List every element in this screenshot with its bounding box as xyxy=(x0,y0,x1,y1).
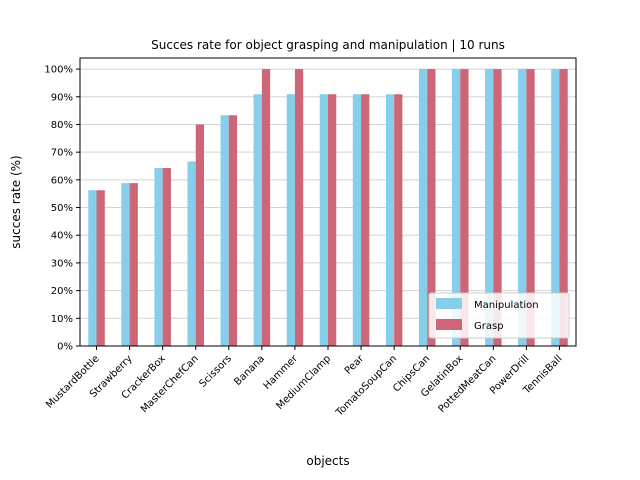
bar-grasp-tennisball xyxy=(559,69,568,347)
legend-swatch-grasp xyxy=(436,319,462,330)
bar-grasp-gelatinbox xyxy=(460,69,469,347)
bar-manipulation-chipscan xyxy=(418,69,428,347)
legend: Manipulation Grasp xyxy=(428,292,570,339)
bar-grasp-mediumclamp xyxy=(328,94,337,346)
bar-manipulation-pottedmeatcan xyxy=(485,69,494,347)
bar-grasp-scissors xyxy=(228,115,238,347)
x-tick-label: Scissors xyxy=(198,353,234,389)
x-tick-label: MasterChefCan xyxy=(139,353,201,415)
bar-manipulation-mustardbottle xyxy=(88,190,97,346)
bar-grasp-chipscan xyxy=(427,69,436,347)
y-tick-label: 20% xyxy=(51,286,73,297)
bar-manipulation-banana xyxy=(253,94,262,346)
y-axis: 0% 10% 20% 30% 40% 50% 60% 70% 80% 90% 100% xyxy=(44,65,80,353)
legend-label-grasp: Grasp xyxy=(474,321,504,332)
bar-manipulation-tomatosoupcan xyxy=(385,94,395,346)
bar-manipulation-powerdrill xyxy=(518,69,527,347)
x-tick-label: PottedMeatCan xyxy=(437,353,499,415)
legend-label-manipulation: Manipulation xyxy=(474,300,539,311)
bar-grasp-pear xyxy=(361,94,370,346)
y-tick-label: 50% xyxy=(51,203,73,214)
y-tick-label: 0% xyxy=(57,342,73,353)
bar-grasp-powerdrill xyxy=(526,69,535,347)
y-tick-label: 90% xyxy=(51,92,73,103)
legend-swatch-manipulation xyxy=(436,298,462,309)
bar-manipulation-gelatinbox xyxy=(452,69,461,347)
y-tick-label: 30% xyxy=(51,258,73,269)
chart-title: Succes rate for object grasping and mani… xyxy=(151,38,505,52)
y-tick-label: 40% xyxy=(51,231,73,242)
bar-grasp-hammer xyxy=(294,69,304,347)
bar-manipulation-hammer xyxy=(286,94,295,346)
bars xyxy=(88,69,568,347)
bar-grasp-tomatosoupcan xyxy=(394,94,403,346)
bar-manipulation-masterchefcan xyxy=(187,161,196,346)
y-tick-label: 60% xyxy=(51,175,73,186)
bar-grasp-crackerbox xyxy=(162,167,171,346)
bar-manipulation-pear xyxy=(352,94,362,346)
bar-grasp-pottedmeatcan xyxy=(493,69,502,347)
y-axis-label: succes rate (%) xyxy=(9,155,23,248)
bar-grasp-strawberry xyxy=(129,183,138,346)
bar-grasp-masterchefcan xyxy=(195,124,204,346)
y-tick-label: 100% xyxy=(44,65,73,76)
bar-manipulation-scissors xyxy=(220,115,229,347)
x-axis: MustardBottleStrawberryCrackerBoxMasterC… xyxy=(44,346,565,419)
bar-manipulation-mediumclamp xyxy=(319,94,328,346)
bar-grasp-banana xyxy=(261,69,271,347)
plot-frame xyxy=(79,57,577,347)
bar-grasp-mustardbottle xyxy=(96,190,105,346)
x-tick-label: TomatoSoupCan xyxy=(333,353,399,419)
x-tick-label: MustardBottle xyxy=(44,353,101,410)
x-tick-label: Pear xyxy=(343,353,367,377)
x-axis-label: objects xyxy=(306,454,349,468)
bar-manipulation-crackerbox xyxy=(154,167,163,346)
y-tick-label: 10% xyxy=(51,314,73,325)
bar-manipulation-tennisball xyxy=(551,69,560,347)
legend-box xyxy=(428,292,570,339)
y-tick-label: 70% xyxy=(51,148,73,159)
bar-manipulation-strawberry xyxy=(121,183,130,346)
y-tick-label: 80% xyxy=(51,120,73,131)
